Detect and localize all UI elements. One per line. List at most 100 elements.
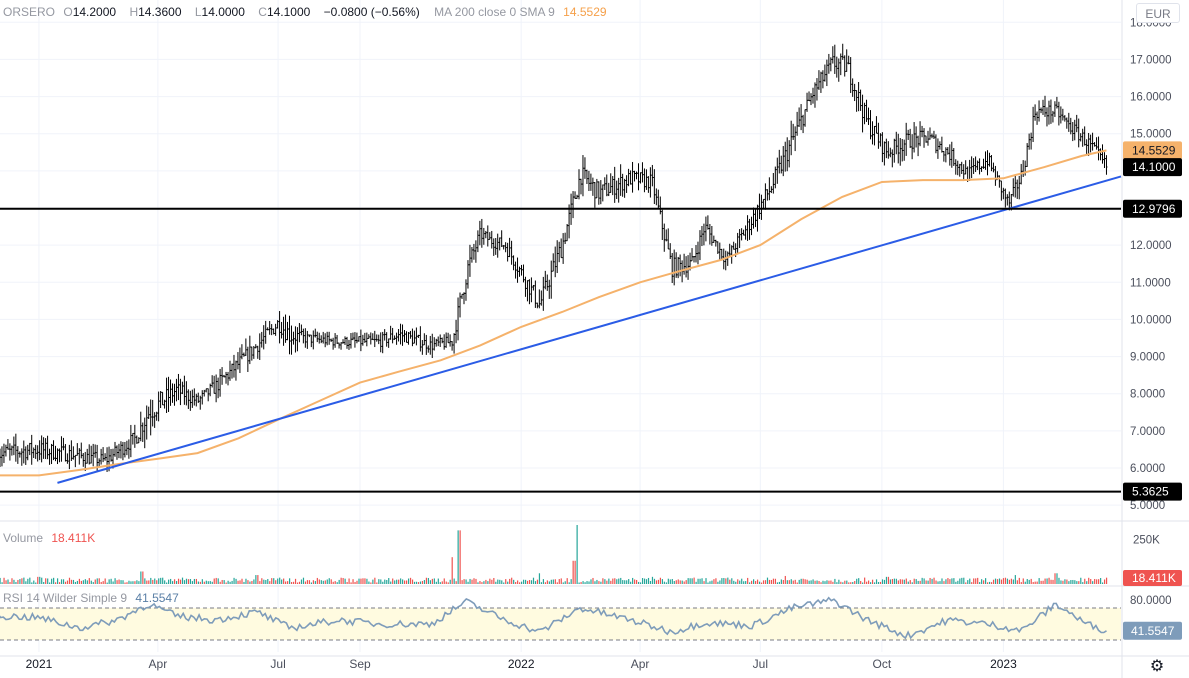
volume-bar (1012, 579, 1014, 584)
ma-legend-label[interactable]: MA 200 close 0 SMA 9 (434, 5, 555, 19)
volume-bar (969, 578, 971, 584)
volume-bar (372, 579, 374, 584)
volume-bar (820, 582, 822, 584)
volume-bar (328, 578, 330, 584)
volume-bar (217, 578, 219, 584)
volume-bar (348, 578, 350, 584)
volume-bar (651, 576, 654, 584)
volume-bar (179, 579, 182, 584)
volume-bar (55, 582, 57, 584)
trend-line (57, 175, 1122, 484)
volume-bar (594, 581, 596, 584)
volume-bar (737, 579, 739, 584)
volume-bar (324, 580, 326, 584)
volume-bar (762, 580, 765, 584)
volume-bar (580, 582, 582, 584)
volume-bar (947, 578, 949, 584)
symbol-label[interactable]: ORSERO (3, 5, 56, 19)
rsi-legend-label[interactable]: RSI 14 Wilder Simple 9 (3, 591, 128, 605)
volume-bar (382, 581, 384, 584)
volume-bar (287, 581, 289, 584)
volume-bar (616, 579, 618, 584)
volume-bar (92, 582, 94, 584)
volume-bar (649, 581, 652, 584)
y-tick-label: 5.0000 (1130, 500, 1165, 512)
volume-bar (983, 580, 985, 584)
y-tick-label: 12.0000 (1130, 240, 1172, 252)
currency-selector[interactable]: EUR (1136, 3, 1180, 23)
volume-legend-label[interactable]: Volume (3, 531, 44, 545)
volume-bar (864, 577, 866, 584)
volume-bar (431, 578, 433, 584)
volume-bar (96, 578, 98, 584)
volume-bar (641, 578, 644, 584)
volume-bar (394, 580, 396, 584)
x-tick-label: 2022 (508, 657, 535, 671)
volume-bar (144, 578, 146, 584)
volume-bar (701, 578, 703, 584)
volume-bar (511, 577, 513, 584)
volume-bar (249, 581, 251, 584)
volume-bar (1058, 577, 1060, 584)
volume-bar (540, 582, 543, 584)
volume-bar (798, 579, 800, 584)
volume-bar (780, 579, 782, 584)
price-label-bg (1123, 482, 1182, 501)
volume-bar (332, 581, 334, 584)
volume-bar (1014, 575, 1016, 584)
volume-bar (1000, 579, 1003, 584)
volume-bar (9, 582, 11, 584)
volume-bar (739, 580, 741, 584)
rsi-tick-label: 80.0000 (1130, 595, 1172, 607)
gear-icon[interactable]: ⚙ (1149, 658, 1165, 675)
volume-bar (848, 582, 850, 584)
volume-bar (844, 580, 846, 584)
volume-bar (778, 581, 780, 584)
volume-bar (665, 582, 667, 584)
volume-bar (21, 578, 23, 584)
volume-bar (78, 578, 81, 584)
y-tick-label: 9.0000 (1130, 352, 1165, 364)
volume-bar (195, 578, 197, 584)
volume-bar (354, 581, 356, 584)
volume-bar (967, 580, 969, 584)
volume-bar (433, 578, 435, 584)
high-value: 14.3600 (138, 5, 182, 19)
volume-bar (19, 579, 21, 584)
volume-bar (402, 579, 404, 584)
volume-bar (374, 577, 376, 584)
volume-bar (622, 580, 624, 584)
volume-bar (1056, 573, 1058, 584)
volume-bar (852, 582, 854, 584)
volume-bar (772, 578, 775, 584)
volume-bar (247, 580, 249, 584)
volume-bar (346, 582, 348, 584)
volume-bar (1028, 579, 1030, 584)
volume-bar (237, 580, 239, 584)
volume-bar (975, 578, 977, 584)
volume-bar (782, 580, 784, 584)
volume-bar (499, 579, 501, 584)
volume-bar (1084, 578, 1086, 584)
volume-bar (294, 578, 297, 584)
volume-bar (364, 578, 366, 584)
low-value: 14.0000 (201, 5, 245, 19)
volume-bar (626, 580, 628, 584)
volume-bar (265, 580, 267, 584)
volume-bar (566, 578, 568, 584)
volume-bar (933, 577, 935, 584)
volume-bar (860, 581, 862, 584)
volume-bar (1034, 581, 1036, 584)
volume-bar (673, 580, 675, 584)
volume-bar (273, 578, 275, 584)
volume-bar (659, 577, 662, 584)
volume-bar (263, 579, 265, 584)
volume-bar (556, 582, 558, 584)
volume-bar (388, 578, 390, 584)
volume-bar (473, 578, 475, 584)
volume-bar (790, 579, 792, 584)
volume-bar (935, 580, 937, 584)
volume-bar (520, 581, 523, 584)
volume-bar (836, 582, 838, 584)
